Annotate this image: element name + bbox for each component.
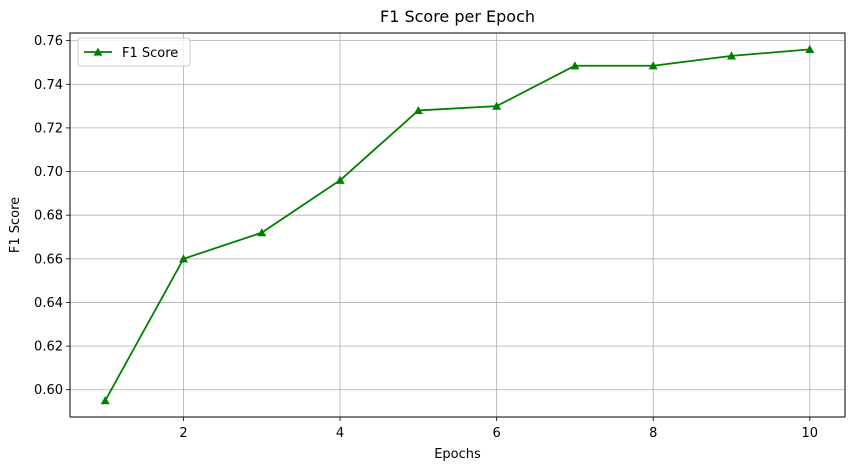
y-tick-label: 0.62 [34, 340, 63, 355]
x-tick-label: 4 [336, 426, 344, 441]
y-tick-label: 0.60 [34, 383, 63, 398]
y-tick-label: 0.72 [34, 121, 63, 136]
series-layer [100, 44, 815, 405]
legend-box [77, 37, 191, 67]
data-point-marker [257, 228, 267, 237]
data-point-marker [570, 61, 580, 70]
y-tick-label: 0.66 [34, 252, 63, 267]
x-axis-label: Epochs [434, 447, 481, 462]
grid [70, 33, 845, 417]
y-axis-label: F1 Score [8, 197, 23, 253]
data-point-marker [492, 101, 502, 110]
legend: F1 Score [77, 37, 191, 67]
series-line [104, 48, 810, 402]
x-tick-label: 10 [801, 426, 818, 441]
data-point-marker [179, 254, 189, 263]
legend-label: F1 Score [122, 46, 178, 61]
legend-marker-triangle-icon [93, 47, 103, 56]
axis-ticks: 2 4 6 8 10 0.60 0.62 0.64 0.66 0.68 0.70 0.72 0.74 0.… [34, 34, 818, 441]
data-point-marker [648, 61, 658, 70]
data-point-marker [335, 175, 345, 184]
y-tick-label: 0.68 [34, 209, 63, 224]
x-tick-label: 8 [649, 426, 657, 441]
chart-title: F1 Score per Epoch [380, 7, 535, 26]
y-tick-label: 0.64 [34, 296, 63, 311]
y-tick-label: 0.70 [34, 165, 63, 180]
plot-frame [69, 32, 846, 418]
x-tick-label: 6 [493, 426, 501, 441]
data-point-marker [413, 105, 423, 115]
data-point-marker [100, 396, 110, 405]
data-point-marker [805, 44, 815, 53]
x-tick-label: 2 [179, 426, 187, 441]
y-tick-label: 0.74 [34, 78, 63, 93]
data-point-marker [726, 51, 736, 60]
y-tick-label: 0.76 [34, 34, 63, 49]
